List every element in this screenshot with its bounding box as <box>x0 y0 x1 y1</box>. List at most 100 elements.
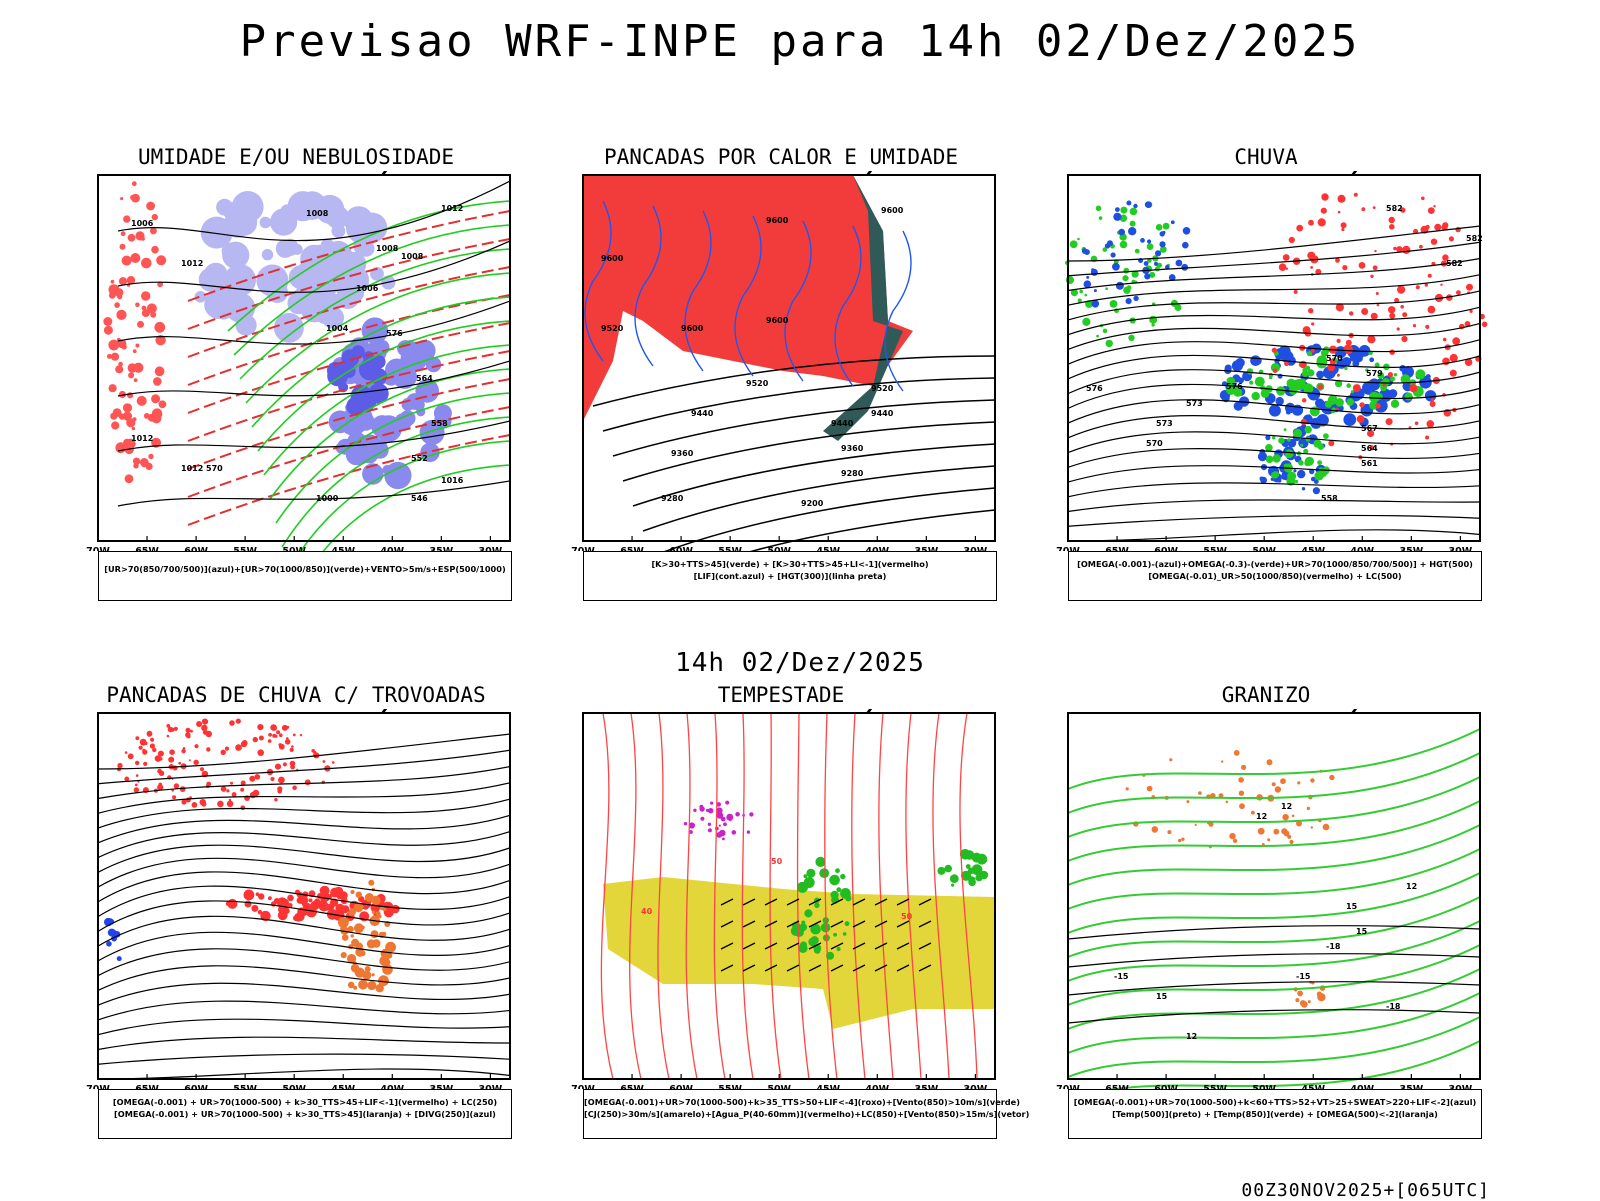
storm-red-blob <box>168 756 175 763</box>
streamline <box>97 948 511 977</box>
wind-vector <box>808 898 822 906</box>
rain-red-blob <box>1369 445 1375 451</box>
storm-red-blob <box>274 734 278 738</box>
rain-blue-blob <box>1181 263 1189 271</box>
humidity-blob <box>357 240 375 257</box>
storm-red-blob <box>240 787 245 792</box>
contour-label: 9200 <box>801 499 824 508</box>
panel-title: CHUVA <box>1234 145 1298 169</box>
panel-pancadas-calor: PANCADAS POR CALOR E UMIDADE 9600 9600 960… <box>541 145 1021 625</box>
thickness-blob <box>135 231 145 241</box>
wind-green-blob <box>944 864 952 873</box>
storm-red-blob <box>287 894 294 902</box>
rain-red-blob <box>1336 407 1339 410</box>
storm-purple-blob <box>723 822 727 827</box>
rain-red-blob <box>1282 254 1290 261</box>
rain-red-blob <box>1449 353 1458 363</box>
panel-legend: [OMEGA(-0.001)-(azul)+OMEGA(-0.3)-(verde… <box>1068 551 1482 601</box>
thickness-blob <box>133 378 138 383</box>
map-trovoadas: 12S15S18S21S24S27S30S33S36S39S42S70W65W6… <box>86 709 511 1089</box>
geopotential-line <box>1067 241 1481 277</box>
lifted-index-contour <box>784 220 812 382</box>
rain-red-blob <box>1361 308 1369 315</box>
contour-label: 573 <box>1156 419 1173 428</box>
humidity-blob <box>259 216 272 229</box>
storm-orange-blob <box>353 902 364 913</box>
contour-label: 12 <box>1186 1032 1197 1041</box>
geopotential-line <box>1067 322 1481 350</box>
wind-vector <box>764 920 778 928</box>
streamline <box>97 857 511 888</box>
contour-label: 9600 <box>601 254 624 263</box>
storm-red-blob <box>235 718 241 724</box>
thickness-contour <box>187 210 511 302</box>
storm-red-blob <box>143 761 148 766</box>
storm-red-blob <box>282 762 287 767</box>
thickness-blob <box>110 352 120 361</box>
rain-red-blob <box>1452 337 1461 346</box>
storm-red-blob <box>229 720 235 726</box>
storm-purple-blob <box>722 837 725 841</box>
thickness-blob <box>108 339 120 351</box>
geopotential-line <box>1067 482 1481 498</box>
rain-red-blob <box>1335 258 1340 263</box>
humidity-contour <box>275 392 511 524</box>
storm-red-blob <box>139 738 147 746</box>
rain-blue-blob <box>1113 212 1122 221</box>
storm-orange-blob <box>347 954 357 964</box>
contour-label: 12 <box>1406 882 1417 891</box>
storm-red-blob <box>288 903 293 908</box>
rain-red-blob <box>1464 321 1471 327</box>
height-contour <box>632 443 996 507</box>
storm-purple-blob <box>749 812 754 817</box>
lon-tick-label: 60W <box>669 1084 693 1089</box>
lon-tick-label: 35W <box>1399 546 1423 551</box>
omega-orange-blob <box>1297 781 1301 785</box>
rain-layer <box>1065 192 1488 495</box>
contour-label: 582 <box>1466 234 1483 243</box>
humidity-blob <box>261 249 274 261</box>
contour-label: 9520 <box>746 379 769 388</box>
contour-label: 564 <box>416 374 433 383</box>
rain-green-blob <box>1346 383 1351 388</box>
divergence-blue-blob <box>106 941 112 947</box>
storm-red-blob <box>181 799 187 805</box>
rain-red-blob <box>1370 312 1378 320</box>
humidity-blob <box>324 240 353 269</box>
omega-orange-blob <box>1310 826 1313 829</box>
storm-red-blob <box>274 763 282 770</box>
omega-orange-blob <box>1274 786 1282 793</box>
storm-purple-blob <box>707 822 712 826</box>
rain-red-blob <box>1448 236 1454 242</box>
storm-orange-blob <box>367 980 377 991</box>
lon-tick-label: 50W <box>282 1084 306 1089</box>
omega-orange-blob <box>1221 760 1224 763</box>
contour-label: -18 <box>1326 942 1341 951</box>
rain-blue-blob <box>1425 391 1433 398</box>
storm-red-blob <box>201 724 208 732</box>
rain-green-blob <box>1304 425 1312 434</box>
wind-vector <box>786 920 800 928</box>
wind-vector <box>830 920 844 928</box>
rain-blue-blob <box>1083 280 1092 288</box>
thickness-blob <box>136 395 147 406</box>
wind-green-blob <box>815 856 826 867</box>
thickness-blob <box>127 363 137 373</box>
lon-tick-label: 65W <box>620 1084 644 1089</box>
humidity-blob <box>270 208 298 236</box>
humidity-blob <box>230 209 258 236</box>
thickness-blob <box>112 408 122 417</box>
wind-vector <box>720 964 734 972</box>
rain-green-blob <box>1154 266 1160 272</box>
streamline <box>97 844 511 873</box>
storm-orange-blob <box>340 952 347 959</box>
temp500-contour <box>1067 1009 1481 1024</box>
storm-red-blob <box>152 747 157 753</box>
humidity-blob <box>401 397 415 411</box>
rain-red-blob <box>1400 207 1406 213</box>
lifted-index-contour <box>884 230 912 392</box>
water-vapor-contour <box>959 712 978 1080</box>
contour-label: 552 <box>411 454 428 463</box>
rain-blue-blob <box>1336 358 1347 369</box>
wind-green-blob <box>829 874 840 886</box>
